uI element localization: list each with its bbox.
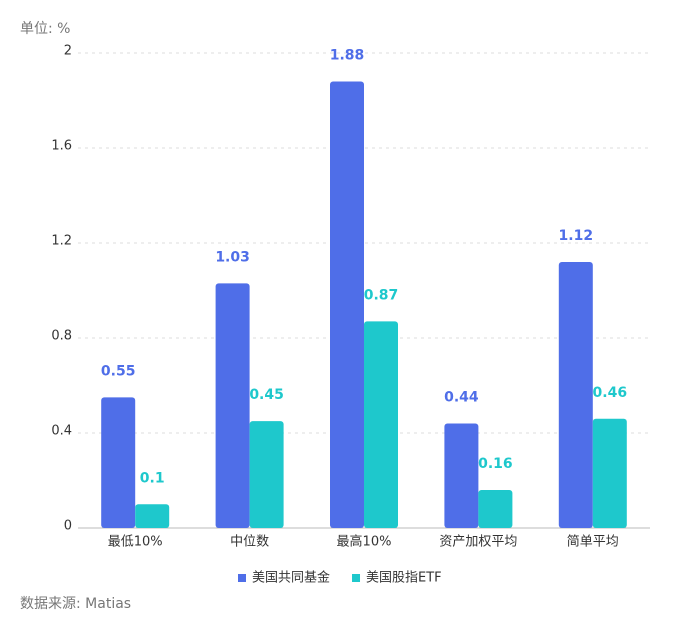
data-label: 0.16 [478,456,513,472]
y-tick-label: 1.2 [51,234,72,249]
legend-label: 美国股指ETF [366,571,442,586]
y-tick-label: 2 [64,44,72,59]
data-label: 0.87 [364,287,399,303]
x-tick-label: 资产加权平均 [439,534,517,550]
data-label: 1.88 [330,48,365,64]
data-label: 1.03 [215,249,250,265]
y-tick-label: 1.6 [51,139,72,154]
bar [478,490,513,528]
data-label: 1.12 [559,228,594,244]
x-tick-label: 最低10% [108,535,163,550]
y-tick-label: 0 [64,519,72,534]
bar [364,321,398,528]
data-label: 0.44 [444,390,479,406]
x-tick-label: 最高10% [337,534,392,550]
x-tick-label: 中位数 [230,535,269,550]
bar [215,283,250,528]
bar [444,423,479,528]
y-tick-label: 0.4 [51,424,72,439]
data-label: 0.46 [593,385,628,401]
x-tick-label: 简单平均 [567,534,619,550]
bar [558,262,593,528]
bar [135,504,170,528]
bar [592,418,627,528]
y-unit-label: 单位: % [20,21,70,37]
y-tick-label: 0.8 [51,329,72,344]
data-label: 0.1 [140,470,165,486]
legend-swatch [238,574,246,582]
bar [101,397,136,528]
bar [249,421,284,528]
legend-label: 美国共同基金 [252,570,330,586]
data-label: 0.45 [249,387,284,403]
legend-swatch [352,574,361,582]
data-label: 0.55 [101,363,136,379]
source-note: 数据来源: Matias [20,596,131,612]
bar [330,81,364,528]
